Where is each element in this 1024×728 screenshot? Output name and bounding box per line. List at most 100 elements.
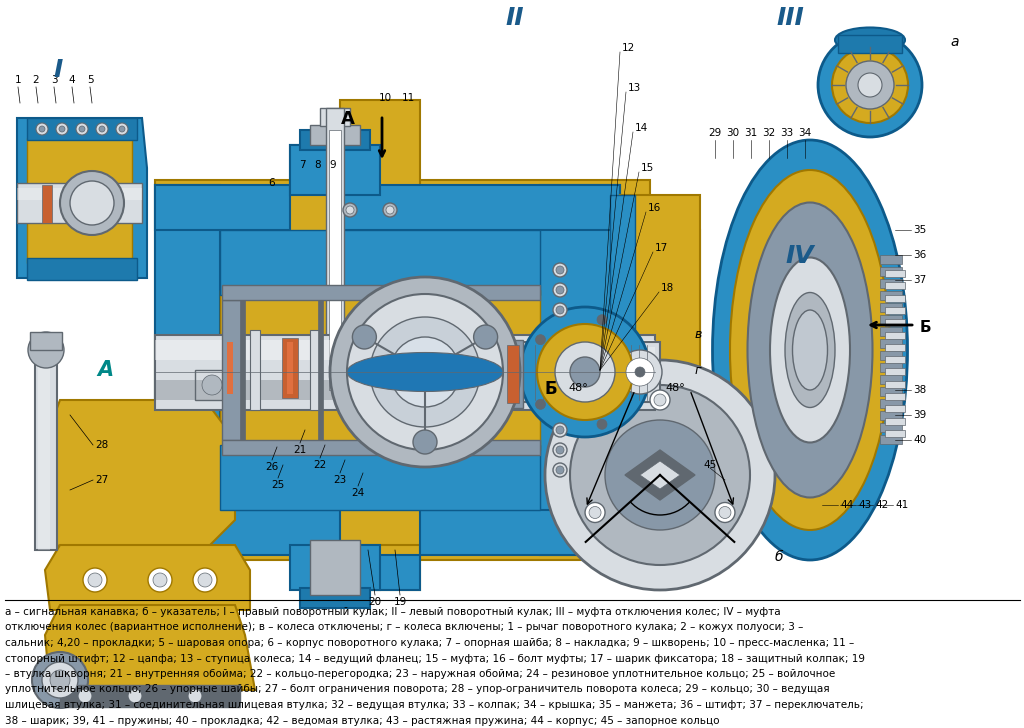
Circle shape [78, 689, 92, 703]
Text: А: А [341, 110, 355, 128]
Ellipse shape [835, 28, 905, 52]
Polygon shape [300, 130, 370, 150]
Bar [880, 327, 902, 336]
Polygon shape [155, 180, 650, 560]
Circle shape [474, 325, 498, 349]
Circle shape [553, 423, 567, 437]
Text: б: б [775, 550, 783, 564]
Bar [885, 344, 905, 351]
Text: – втулка шкворня; 21 – внутренняя обойма; 22 – кольцо-перегородка; 23 – наружная: – втулка шкворня; 21 – внутренняя обойма… [5, 669, 836, 679]
Text: А: А [97, 360, 113, 380]
Circle shape [99, 126, 105, 132]
Text: 44: 44 [840, 500, 853, 510]
Polygon shape [45, 605, 255, 690]
Text: 9: 9 [330, 160, 336, 170]
Circle shape [597, 314, 607, 325]
Circle shape [188, 689, 202, 703]
Text: 8: 8 [314, 160, 322, 170]
Polygon shape [340, 100, 420, 190]
Ellipse shape [770, 258, 850, 443]
Text: 6: 6 [268, 178, 275, 188]
Bar [885, 393, 905, 400]
Text: стопорный штифт; 12 – цапфа; 13 – ступица колеса; 14 – ведущий фланец; 15 – муфт: стопорный штифт; 12 – цапфа; 13 – ступиц… [5, 654, 865, 663]
Circle shape [553, 303, 567, 317]
Circle shape [715, 502, 735, 523]
Text: 28: 28 [95, 440, 109, 450]
Circle shape [59, 126, 65, 132]
Circle shape [846, 61, 894, 109]
Text: 18: 18 [662, 283, 674, 293]
Circle shape [39, 126, 45, 132]
Ellipse shape [713, 140, 907, 560]
Circle shape [556, 286, 564, 294]
Text: 36: 36 [913, 250, 927, 260]
Bar [880, 435, 902, 444]
Polygon shape [45, 400, 234, 550]
Circle shape [352, 325, 377, 349]
Text: уплотнительное кольцо; 26 – упорные шайбы; 27 – болт ограничения поворота; 28 – : уплотнительное кольцо; 26 – упорные шайб… [5, 684, 829, 695]
Text: 32: 32 [763, 128, 775, 138]
Circle shape [553, 443, 567, 457]
Text: 20: 20 [369, 597, 382, 607]
Circle shape [36, 123, 48, 135]
Text: 30: 30 [726, 128, 739, 138]
Bar [155, 335, 655, 410]
Circle shape [520, 307, 650, 437]
Circle shape [555, 342, 615, 402]
Circle shape [719, 507, 731, 518]
Text: 33: 33 [780, 128, 794, 138]
Text: 17: 17 [655, 243, 669, 253]
Polygon shape [155, 145, 620, 230]
Text: 13: 13 [628, 83, 641, 93]
Polygon shape [340, 545, 420, 590]
Circle shape [28, 332, 63, 368]
Bar [880, 339, 902, 348]
Circle shape [545, 360, 775, 590]
Text: 29: 29 [709, 128, 722, 138]
Polygon shape [17, 118, 147, 278]
Circle shape [556, 446, 564, 454]
Text: 41: 41 [895, 500, 908, 510]
Circle shape [193, 568, 217, 592]
Circle shape [589, 507, 601, 518]
Text: 15: 15 [641, 163, 654, 173]
Circle shape [148, 568, 172, 592]
Polygon shape [45, 545, 250, 610]
Text: 27: 27 [95, 475, 109, 485]
Text: 7: 7 [299, 160, 305, 170]
Polygon shape [155, 185, 220, 555]
Circle shape [119, 126, 125, 132]
Polygon shape [625, 450, 695, 500]
Text: 1: 1 [14, 75, 22, 85]
Polygon shape [155, 510, 620, 590]
Bar [222, 338, 238, 398]
Circle shape [383, 203, 397, 217]
Circle shape [413, 430, 437, 454]
Polygon shape [290, 545, 380, 590]
Text: 5: 5 [87, 75, 93, 85]
Bar [880, 411, 902, 420]
Bar [27, 118, 137, 140]
Bar [222, 300, 242, 440]
Text: Б: Б [920, 320, 932, 335]
Text: 21: 21 [293, 445, 306, 455]
Text: 3: 3 [50, 75, 57, 85]
Circle shape [116, 123, 128, 135]
Text: 4: 4 [69, 75, 76, 85]
Circle shape [556, 426, 564, 434]
Text: 34: 34 [799, 128, 812, 138]
Circle shape [536, 400, 546, 409]
Bar [27, 258, 137, 280]
Text: 2: 2 [33, 75, 39, 85]
Polygon shape [610, 195, 635, 550]
Bar [329, 130, 341, 390]
Circle shape [536, 335, 546, 344]
Circle shape [128, 689, 142, 703]
Polygon shape [27, 138, 132, 263]
Circle shape [370, 317, 480, 427]
Bar [507, 345, 519, 403]
Bar [30, 332, 62, 350]
Text: а – сигнальная канавка; б – указатель; I – правый поворотный кулак; II – левый п: а – сигнальная канавка; б – указатель; I… [5, 607, 780, 617]
Polygon shape [220, 445, 540, 510]
Circle shape [553, 283, 567, 297]
